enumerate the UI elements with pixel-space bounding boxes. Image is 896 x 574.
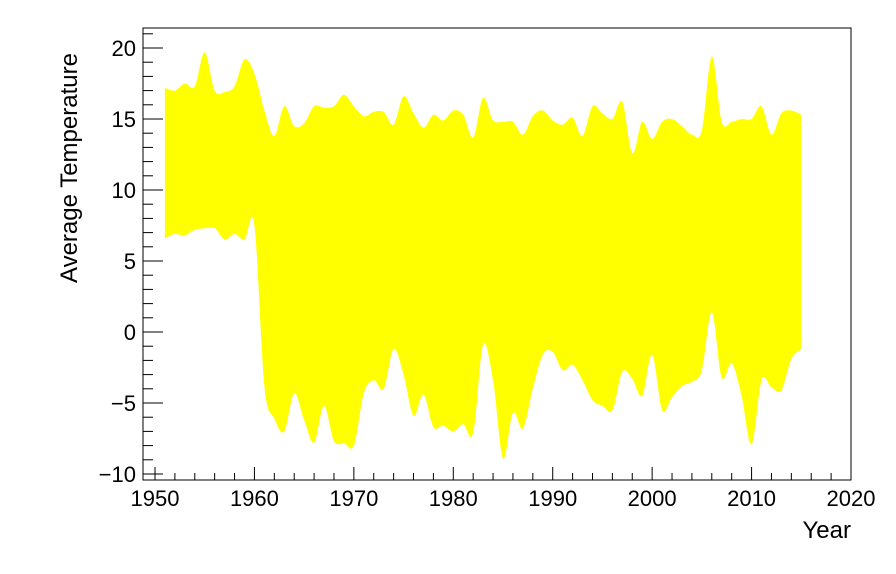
x-tick-label: 1980: [429, 486, 478, 511]
x-tick-label: 1960: [230, 486, 279, 511]
y-tick-label: −10: [99, 462, 136, 487]
y-tick-label: 20: [112, 36, 136, 61]
y-tick-label: 15: [112, 107, 136, 132]
x-axis: 1950 1960 1970 1980 1990 2000 2010 2020: [131, 467, 876, 511]
x-axis-title: Year: [803, 517, 852, 544]
temperature-band-series: [164, 52, 802, 459]
x-tick-label: 2010: [727, 486, 776, 511]
x-tick-label: 2020: [827, 486, 876, 511]
y-tick-label: 0: [124, 320, 136, 345]
y-axis: −10 −5 0 5 10 15 20: [99, 33, 163, 487]
y-tick-label: 10: [112, 178, 136, 203]
x-tick-label: 2000: [628, 486, 677, 511]
x-tick-label: 1970: [329, 486, 378, 511]
x-tick-label: 1950: [131, 486, 180, 511]
plot-border: [142, 27, 852, 481]
y-tick-label: 5: [124, 249, 136, 274]
plot-area: [142, 27, 852, 481]
x-tick-label: 1990: [528, 486, 577, 511]
y-axis-title: Average Temperature: [56, 53, 83, 283]
y-tick-label: −5: [111, 391, 136, 416]
